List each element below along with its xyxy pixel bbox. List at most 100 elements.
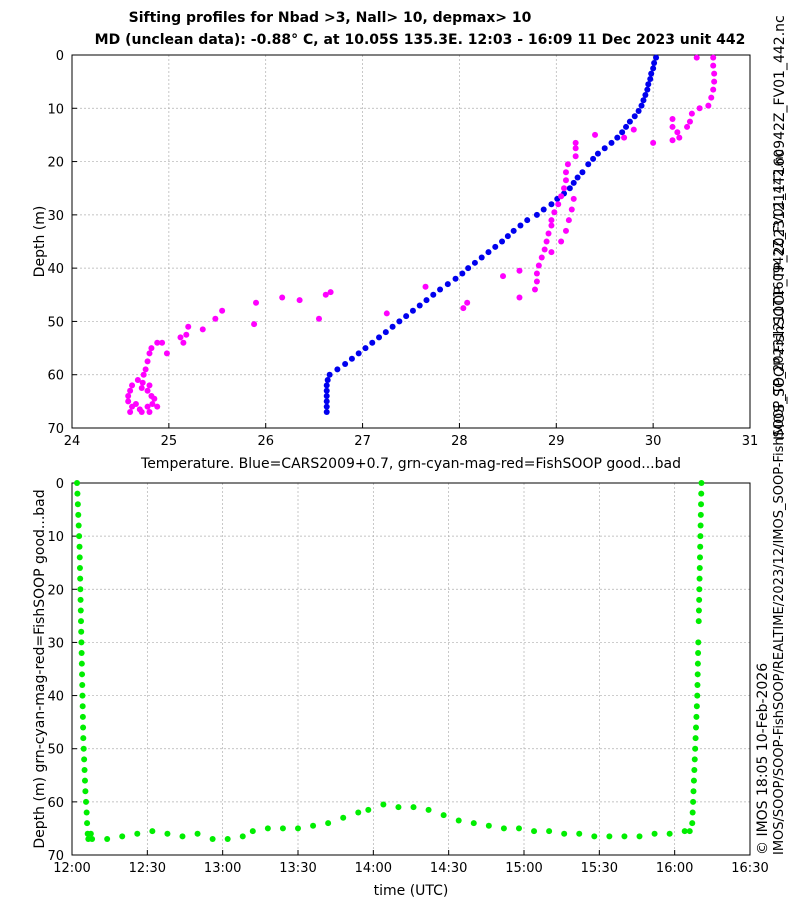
y-tick-label: 10 (47, 102, 64, 117)
data-point (396, 318, 403, 325)
data-point (653, 54, 660, 61)
data-point (543, 238, 550, 245)
data-point (253, 299, 260, 306)
data-point (531, 286, 538, 293)
data-point (151, 395, 158, 402)
data-point (694, 671, 701, 678)
data-point (711, 70, 718, 77)
data-point (504, 233, 511, 240)
data-point (348, 355, 355, 362)
data-point (464, 299, 471, 306)
data-point (323, 382, 330, 389)
data-point (698, 501, 705, 508)
data-point (455, 817, 462, 824)
data-point (636, 833, 643, 840)
data-point (531, 828, 538, 835)
data-point (322, 291, 329, 298)
data-point (666, 830, 673, 837)
data-point (75, 511, 82, 518)
y-axis-label: Depth (m) (32, 206, 48, 278)
data-point (594, 150, 601, 157)
data-point (323, 387, 330, 394)
data-point (251, 321, 258, 328)
data-point (696, 575, 703, 582)
data-point (409, 307, 416, 314)
data-point (696, 596, 703, 603)
data-point (79, 692, 86, 699)
data-point (84, 820, 91, 827)
data-point (640, 97, 647, 104)
data-point (540, 206, 547, 213)
data-point (127, 409, 134, 416)
data-point (558, 193, 565, 200)
data-point (614, 134, 621, 141)
data-point (199, 326, 206, 333)
data-point (82, 788, 89, 795)
data-point (444, 281, 451, 288)
data-point (154, 403, 161, 410)
data-point (566, 185, 573, 192)
x-tick-label: 26 (257, 434, 274, 449)
data-point (681, 828, 688, 835)
data-point (533, 211, 540, 218)
data-point (689, 809, 696, 816)
data-point (694, 692, 701, 699)
x-tick-label: 14:00 (355, 861, 392, 876)
data-point (144, 387, 151, 394)
y-tick-label: 60 (47, 369, 64, 384)
data-point (548, 201, 555, 208)
x-tick-label: 12:30 (129, 861, 166, 876)
data-point (515, 825, 522, 832)
data-point (555, 201, 562, 208)
data-point (696, 586, 703, 593)
data-point (129, 382, 136, 389)
data-point (209, 836, 216, 843)
data-point (136, 406, 143, 413)
data-point (590, 155, 597, 162)
data-point (516, 267, 523, 274)
data-point (323, 409, 330, 416)
data-point (606, 833, 613, 840)
data-point (154, 339, 161, 346)
data-point (570, 179, 577, 186)
x-tick-label: 25 (161, 434, 178, 449)
data-point (127, 387, 134, 394)
chart-title-line1: Sifting profiles for Nbad >3, Nall> 10, … (128, 10, 532, 26)
data-point (342, 361, 349, 368)
right-label-credit: © IMOS 18:05 10-Feb-2026 (755, 662, 771, 855)
data-point (693, 713, 700, 720)
data-point (485, 249, 492, 256)
temperature-depth-plot: 24 25 26 27 28 29 30 31 0 10 20 30 40 50 60 70 Temperatu… (32, 49, 758, 472)
data-point (562, 177, 569, 184)
data-point (279, 825, 286, 832)
data-point (212, 315, 219, 322)
data-point (296, 297, 303, 304)
data-point (369, 339, 376, 346)
chart-title-line2: MD (unclean data): -0.88° C, at 10.05S 1… (94, 32, 746, 48)
data-point (690, 788, 697, 795)
y-tick-label: 20 (47, 583, 64, 598)
data-point (77, 586, 84, 593)
data-point (76, 565, 83, 572)
y-tick-label: 50 (47, 315, 64, 330)
data-point (608, 139, 615, 146)
y-tick-label: 20 (47, 156, 64, 171)
y-tick-label: 30 (47, 209, 64, 224)
data-point (334, 366, 341, 373)
data-point (81, 756, 88, 763)
data-point (692, 735, 699, 742)
x-tick-label: 12:00 (53, 861, 90, 876)
data-point (635, 107, 642, 114)
data-point (78, 639, 85, 646)
data-point (705, 102, 712, 109)
data-point (125, 393, 132, 400)
data-point (545, 230, 552, 237)
data-point (478, 254, 485, 261)
blue-series (323, 54, 660, 416)
data-point (183, 331, 190, 338)
data-point (631, 113, 638, 120)
data-point (382, 329, 389, 336)
data-point (558, 238, 565, 245)
data-point (591, 833, 598, 840)
